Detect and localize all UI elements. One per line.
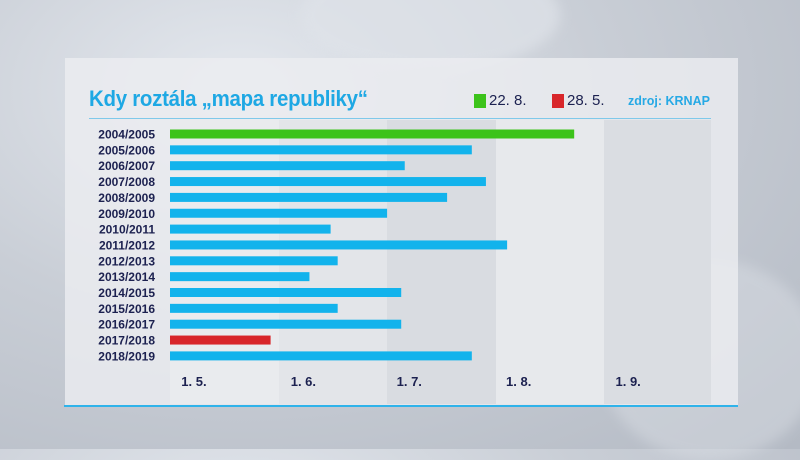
- legend-swatch-green: [474, 93, 486, 108]
- title-divider: [89, 118, 711, 119]
- month-band: [604, 120, 711, 404]
- bar-2012-2013: [170, 256, 338, 266]
- bar-2006-2007: [170, 161, 405, 171]
- bar-2017-2018: [170, 335, 271, 345]
- x-tick-label: 1. 8.: [506, 374, 531, 389]
- month-band: [496, 120, 604, 404]
- category-label: 2004/2005: [98, 128, 155, 142]
- x-tick-label: 1. 7.: [397, 374, 422, 389]
- bar-2015-2016: [170, 303, 338, 313]
- bar-2005-2006: [170, 145, 472, 155]
- x-tick-label: 1. 6.: [291, 374, 316, 389]
- bar-2010-2011: [170, 224, 331, 234]
- category-label: 2007/2008: [98, 175, 155, 189]
- category-label: 2013/2014: [98, 270, 155, 284]
- category-label: 2011/2012: [99, 238, 155, 252]
- bar-2007-2008: [170, 177, 486, 187]
- bar-2004-2005: [170, 129, 575, 139]
- category-label: 2016/2017: [98, 318, 155, 332]
- chart-title: Kdy roztála „mapa republiky“: [89, 86, 368, 111]
- bar-2014-2015: [170, 288, 402, 297]
- legend-label: 28. 5.: [567, 92, 605, 109]
- category-label: 2006/2007: [98, 159, 155, 173]
- legend-swatch-red: [552, 93, 564, 108]
- source-note: zdroj: KRNAP: [628, 94, 710, 108]
- category-label: 2018/2019: [98, 349, 155, 363]
- category-label: 2015/2016: [98, 302, 155, 316]
- category-label: 2010/2011: [99, 223, 155, 237]
- bar-2008-2009: [170, 192, 448, 202]
- bar-2018-2019: [170, 351, 472, 361]
- category-label: 2012/2013: [98, 254, 155, 268]
- bar-2016-2017: [170, 319, 402, 329]
- legend-label: 22. 8.: [489, 92, 527, 109]
- legend-item-earliest: 28. 5.: [552, 92, 605, 109]
- x-tick-label: 1. 9.: [615, 374, 640, 389]
- bar-2009-2010: [170, 208, 388, 218]
- bar-2013-2014: [170, 272, 310, 282]
- bar-2011-2012: [170, 240, 508, 250]
- panel-bottom-line: [64, 405, 738, 407]
- legend-item-latest: 22. 8.: [474, 92, 527, 109]
- category-label: 2017/2018: [98, 334, 155, 348]
- category-label: 2008/2009: [98, 191, 155, 205]
- category-label: 2014/2015: [98, 286, 155, 300]
- category-label: 2009/2010: [98, 207, 155, 221]
- x-tick-label: 1. 5.: [181, 374, 206, 389]
- category-label: 2005/2006: [98, 143, 155, 157]
